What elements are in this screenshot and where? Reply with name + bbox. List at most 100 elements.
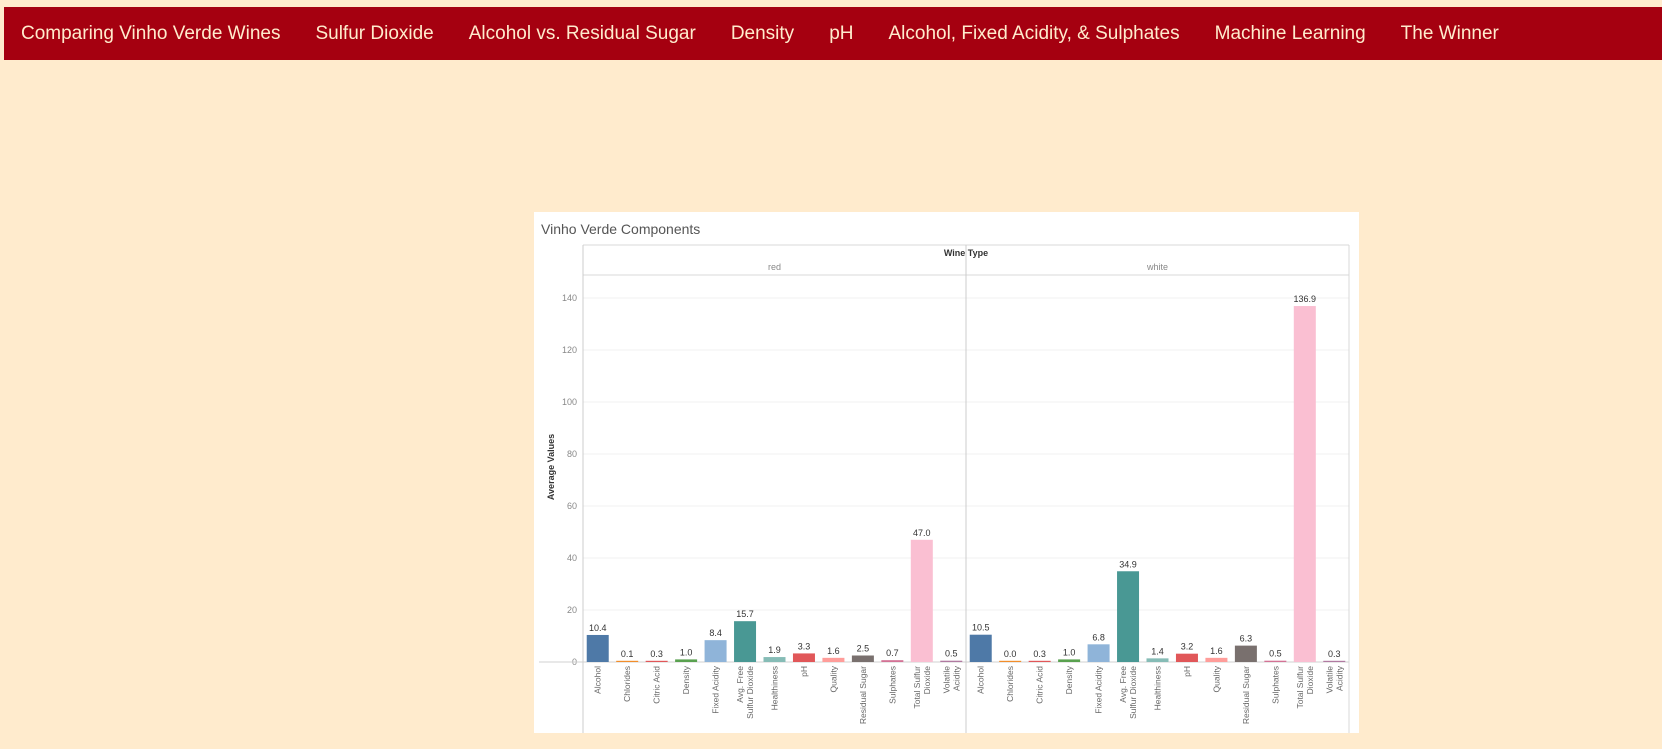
- data-label-red-residual-sugar: 2.5: [857, 644, 870, 654]
- x-tick-label-red-avg-free-sulfur-dioxide: Avg. FreeSulfur Dioxide: [735, 666, 755, 719]
- nav-link-density[interactable]: Density: [730, 22, 795, 44]
- data-label-white-chlorides: 0.0: [1004, 649, 1017, 659]
- bar-red-chlorides: [616, 660, 639, 662]
- data-label-red-total-sulfur-dioxide: 47.0: [913, 528, 931, 538]
- navbar: Comparing Vinho Verde Wines Sulfur Dioxi…: [4, 7, 1662, 60]
- data-label-white-total-sulfur-dioxide: 136.9: [1294, 294, 1317, 304]
- x-tick-label-white-volatile-acidity: VolatileAcidity: [1324, 665, 1344, 693]
- x-tick-label-red-healthiness: Healthiness: [770, 666, 780, 710]
- x-tick-label-white-quality: Quality: [1211, 665, 1221, 692]
- data-label-white-healthiness: 1.4: [1151, 646, 1164, 656]
- nav-link-alcohol-vs-residual-sugar[interactable]: Alcohol vs. Residual Sugar: [468, 22, 696, 44]
- bar-white-volatile-acidity: [1323, 660, 1346, 662]
- bar-red-volatile-acidity: [940, 660, 963, 662]
- bar-red-avg-free-sulfur-dioxide: [734, 621, 757, 662]
- data-label-red-chlorides: 0.1: [621, 649, 634, 659]
- data-label-red-ph: 3.3: [798, 641, 811, 651]
- y-axis-title: Average Values: [546, 434, 556, 500]
- bar-white-fixed-acidity: [1087, 644, 1110, 662]
- bar-white-total-sulfur-dioxide: [1293, 306, 1316, 662]
- x-tick-label-white-ph: pH: [1182, 666, 1192, 677]
- data-label-red-healthiness: 1.9: [768, 645, 781, 655]
- bar-red-sulphates: [881, 660, 904, 662]
- bar-white-alcohol: [969, 634, 992, 662]
- data-label-red-fixed-acidity: 8.4: [709, 628, 722, 638]
- x-tick-label-white-chlorides: Chlorides: [1005, 666, 1015, 702]
- nav-link-alcohol-fixed-acidity-sulphates[interactable]: Alcohol, Fixed Acidity, & Sulphates: [888, 22, 1180, 44]
- bar-red-fixed-acidity: [704, 640, 727, 662]
- bar-white-healthiness: [1146, 658, 1169, 662]
- data-label-red-alcohol: 10.4: [589, 623, 607, 633]
- bar-red-residual-sugar: [851, 655, 874, 662]
- data-label-white-sulphates: 0.5: [1269, 649, 1282, 659]
- bar-white-citric-acid: [1028, 660, 1051, 662]
- x-tick-label-white-avg-free-sulfur-dioxide: Avg. FreeSulfur Dioxide: [1118, 666, 1138, 719]
- data-label-white-density: 1.0: [1063, 647, 1076, 657]
- y-tick-label-40: 40: [567, 553, 577, 563]
- x-tick-label-white-sulphates: Sulphates: [1270, 666, 1280, 704]
- data-label-red-sulphates: 0.7: [886, 648, 899, 658]
- x-tick-label-red-citric-acid: Citric Acid: [652, 666, 662, 704]
- data-label-white-citric-acid: 0.3: [1033, 649, 1046, 659]
- panel-header-white: white: [1146, 262, 1168, 272]
- x-tick-label-white-alcohol: Alcohol: [976, 666, 986, 694]
- bar-white-quality: [1205, 657, 1228, 662]
- x-tick-label-red-ph: pH: [799, 666, 809, 677]
- bar-red-total-sulfur-dioxide: [910, 539, 933, 662]
- x-tick-label-white-fixed-acidity: Fixed Acidity: [1094, 665, 1104, 713]
- data-label-white-fixed-acidity: 6.8: [1092, 632, 1105, 642]
- data-label-white-residual-sugar: 6.3: [1240, 634, 1253, 644]
- nav-link-the-winner[interactable]: The Winner: [1400, 22, 1499, 44]
- panel-header-red: red: [768, 262, 781, 272]
- nav-link-machine-learning[interactable]: Machine Learning: [1214, 22, 1366, 44]
- x-tick-label-red-quality: Quality: [828, 665, 838, 692]
- y-tick-label-80: 80: [567, 449, 577, 459]
- x-tick-label-red-volatile-acidity: VolatileAcidity: [941, 665, 961, 693]
- bar-red-alcohol: [586, 634, 609, 662]
- data-label-white-ph: 3.2: [1181, 642, 1194, 652]
- x-tick-label-red-chlorides: Chlorides: [622, 666, 632, 702]
- x-tick-label-red-fixed-acidity: Fixed Acidity: [711, 665, 721, 713]
- x-tick-label-red-density: Density: [681, 665, 691, 694]
- data-label-white-alcohol: 10.5: [972, 623, 990, 633]
- nav-link-ph[interactable]: pH: [829, 22, 854, 44]
- bar-white-residual-sugar: [1234, 645, 1257, 662]
- nav-link-comparing-vinho-verde-wines[interactable]: Comparing Vinho Verde Wines: [21, 22, 281, 44]
- x-tick-label-red-sulphates: Sulphates: [887, 666, 897, 704]
- bar-red-quality: [822, 657, 845, 662]
- y-tick-label-100: 100: [562, 397, 577, 407]
- data-label-white-avg-free-sulfur-dioxide: 34.9: [1119, 559, 1137, 569]
- x-tick-label-red-residual-sugar: Residual Sugar: [858, 666, 868, 724]
- data-label-white-quality: 1.6: [1210, 646, 1223, 656]
- x-tick-label-red-alcohol: Alcohol: [593, 666, 603, 694]
- bar-white-density: [1058, 659, 1081, 662]
- y-tick-label-120: 120: [562, 345, 577, 355]
- bar-red-citric-acid: [645, 660, 668, 662]
- data-label-red-density: 1.0: [680, 647, 693, 657]
- x-tick-label-red-total-sulfur-dioxide: Total SulfurDioxide: [912, 666, 932, 709]
- x-tick-label-white-residual-sugar: Residual Sugar: [1241, 666, 1251, 724]
- bar-red-ph: [792, 653, 815, 662]
- y-tick-label-140: 140: [562, 293, 577, 303]
- bar-white-sulphates: [1264, 660, 1287, 662]
- viz-title: Vinho Verde Components: [541, 221, 701, 237]
- data-label-red-avg-free-sulfur-dioxide: 15.7: [736, 609, 754, 619]
- tableau-viz[interactable]: Vinho Verde Components Wine Type 0 20 40 60 8…: [534, 212, 1359, 733]
- bar-red-healthiness: [763, 657, 786, 662]
- x-tick-label-white-healthiness: Healthiness: [1153, 666, 1163, 710]
- data-label-white-volatile-acidity: 0.3: [1328, 649, 1341, 659]
- data-label-red-volatile-acidity: 0.5: [945, 649, 958, 659]
- bar-white-avg-free-sulfur-dioxide: [1117, 571, 1140, 662]
- x-tick-label-white-total-sulfur-dioxide: Total SulfurDioxide: [1295, 666, 1315, 709]
- data-label-red-quality: 1.6: [827, 646, 840, 656]
- data-label-red-citric-acid: 0.3: [650, 649, 663, 659]
- x-tick-label-white-citric-acid: Citric Acid: [1035, 666, 1045, 704]
- nav-link-sulfur-dioxide[interactable]: Sulfur Dioxide: [315, 22, 434, 44]
- y-tick-label-20: 20: [567, 605, 577, 615]
- bar-white-ph: [1175, 653, 1198, 662]
- bar-white-chlorides: [999, 660, 1022, 662]
- x-tick-label-white-density: Density: [1064, 665, 1074, 694]
- bar-red-density: [675, 659, 698, 662]
- y-tick-label-60: 60: [567, 501, 577, 511]
